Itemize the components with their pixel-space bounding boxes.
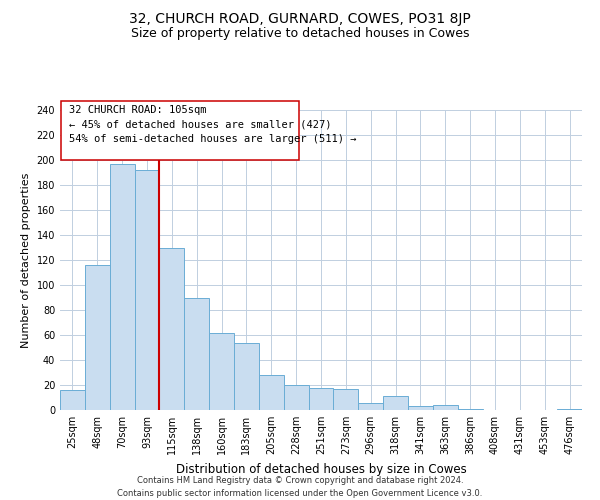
Text: Size of property relative to detached houses in Cowes: Size of property relative to detached ho… — [131, 28, 469, 40]
Bar — [85, 265, 110, 410]
X-axis label: Distribution of detached houses by size in Cowes: Distribution of detached houses by size … — [176, 462, 466, 475]
Y-axis label: Number of detached properties: Number of detached properties — [21, 172, 31, 348]
Bar — [259, 375, 284, 410]
Text: 32, CHURCH ROAD, GURNARD, COWES, PO31 8JP: 32, CHURCH ROAD, GURNARD, COWES, PO31 8J… — [129, 12, 471, 26]
Bar — [209, 332, 234, 410]
Bar — [234, 342, 259, 410]
Bar — [60, 390, 85, 410]
Text: Contains HM Land Registry data © Crown copyright and database right 2024.
Contai: Contains HM Land Registry data © Crown c… — [118, 476, 482, 498]
Bar — [160, 248, 184, 410]
Bar — [458, 409, 482, 410]
Bar — [308, 388, 334, 410]
FancyBboxPatch shape — [61, 101, 299, 160]
Bar — [408, 406, 433, 410]
Bar — [557, 409, 582, 410]
Bar — [334, 389, 358, 410]
Bar — [433, 405, 458, 410]
Bar — [358, 402, 383, 410]
Bar — [110, 164, 134, 410]
Bar — [184, 298, 209, 410]
Bar — [383, 396, 408, 410]
Bar — [284, 385, 308, 410]
Text: 32 CHURCH ROAD: 105sqm
← 45% of detached houses are smaller (427)
54% of semi-de: 32 CHURCH ROAD: 105sqm ← 45% of detached… — [69, 106, 356, 144]
Bar — [134, 170, 160, 410]
